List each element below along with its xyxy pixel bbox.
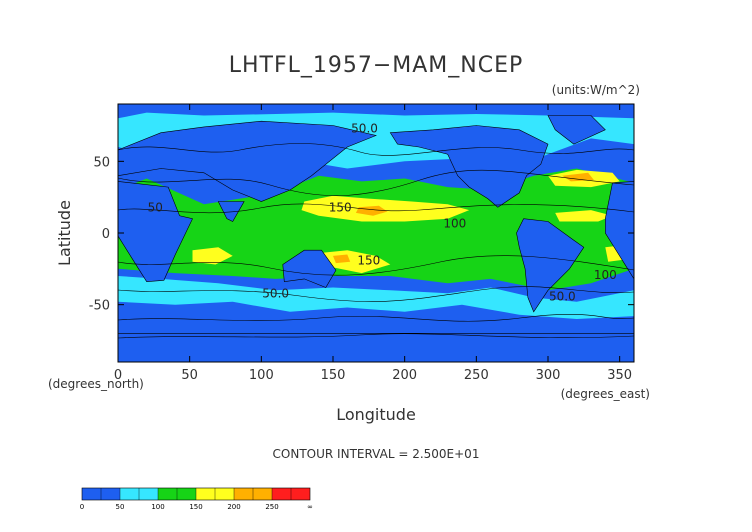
colorbar-swatch-11 xyxy=(291,488,310,500)
contour-interval: CONTOUR INTERVAL = 2.500E+01 xyxy=(273,447,480,461)
x-tick-label-0: 0 xyxy=(114,368,122,383)
x-tick-label-100: 100 xyxy=(249,368,274,383)
colorbar-label-2: 100 xyxy=(151,503,164,511)
y-tick-label-0: 0 xyxy=(102,227,110,242)
x-tick-label-50: 50 xyxy=(181,368,198,383)
land-eurasia xyxy=(117,120,377,202)
y-unit-label: (degrees_north) xyxy=(48,377,144,391)
colorbar-label-1: 50 xyxy=(116,503,125,511)
land-africa xyxy=(604,181,635,280)
x-tick-label-350: 350 xyxy=(607,368,632,383)
land-north-america xyxy=(389,125,549,208)
x-tick-label-250: 250 xyxy=(464,368,489,383)
x-unit-label: (degrees_east) xyxy=(561,387,650,401)
chart-title: LHTFL_1957−MAM_NCEP xyxy=(229,53,524,78)
colorbar-swatch-2 xyxy=(120,488,139,500)
contour-label-4: 50 xyxy=(148,201,163,215)
x-tick-label-200: 200 xyxy=(392,368,417,383)
colorbar-swatch-5 xyxy=(177,488,196,500)
colorbar-label-5: 250 xyxy=(265,503,278,511)
x-tick-label-150: 150 xyxy=(321,368,346,383)
land-india xyxy=(217,201,245,222)
x-axis-label: Longitude xyxy=(336,405,416,424)
field-orange-core-2 xyxy=(562,172,594,182)
contour-label-7: 50.0 xyxy=(549,289,576,303)
field-north-pacific-yellow xyxy=(301,195,470,222)
colorbar-label-6: ∞ xyxy=(307,503,313,511)
colorbar-swatch-4 xyxy=(158,488,177,500)
colorbar-swatch-0 xyxy=(82,488,101,500)
contour-label-0: 50.0 xyxy=(351,122,378,136)
colorbar-swatch-10 xyxy=(272,488,291,500)
plot-area: 50.0 150 100 150 50 100 50.0 50.0 xyxy=(117,103,635,363)
colorbar-label-0: 0 xyxy=(80,503,84,511)
colorbar-swatch-9 xyxy=(253,488,272,500)
land-south-america xyxy=(516,218,585,313)
contour-label-2: 100 xyxy=(443,216,466,230)
colorbar-swatch-6 xyxy=(196,488,215,500)
field-orange-core-1 xyxy=(355,205,388,216)
field-indian-yellow xyxy=(192,247,233,265)
contour-label-1: 150 xyxy=(329,201,352,215)
land-australia xyxy=(282,249,337,288)
x-tick-label-300: 300 xyxy=(536,368,561,383)
field-orange-core-3 xyxy=(333,254,351,264)
y-axis-label: Latitude xyxy=(55,200,74,266)
contour-label-5: 100 xyxy=(594,268,617,282)
colorbar-label-3: 150 xyxy=(189,503,202,511)
land-greenland xyxy=(547,115,606,145)
contour-line-1 xyxy=(117,143,635,156)
y-tick-label-50: 50 xyxy=(93,155,110,170)
colorbar-swatch-3 xyxy=(139,488,158,500)
field-atlantic-yellow xyxy=(555,210,613,222)
contour-line-6 xyxy=(117,314,635,322)
colorbar-swatch-7 xyxy=(215,488,234,500)
contour-line-2 xyxy=(117,169,635,196)
units-label: (units:W/m^2) xyxy=(552,83,640,97)
contour-line-4 xyxy=(117,255,635,276)
contour-label-3: 150 xyxy=(357,254,380,268)
colorbar xyxy=(81,487,311,501)
colorbar-label-4: 200 xyxy=(227,503,240,511)
field-south-cyan xyxy=(118,276,634,319)
land-africa-east xyxy=(117,181,193,283)
contour-line-5 xyxy=(117,286,635,302)
contour-label-6: 50.0 xyxy=(262,287,289,301)
contour-line-3 xyxy=(117,203,635,214)
y-tick-label--50: -50 xyxy=(89,299,110,314)
colorbar-swatch-1 xyxy=(101,488,120,500)
colorbar-swatch-8 xyxy=(234,488,253,500)
contour-line-7 xyxy=(117,333,635,339)
